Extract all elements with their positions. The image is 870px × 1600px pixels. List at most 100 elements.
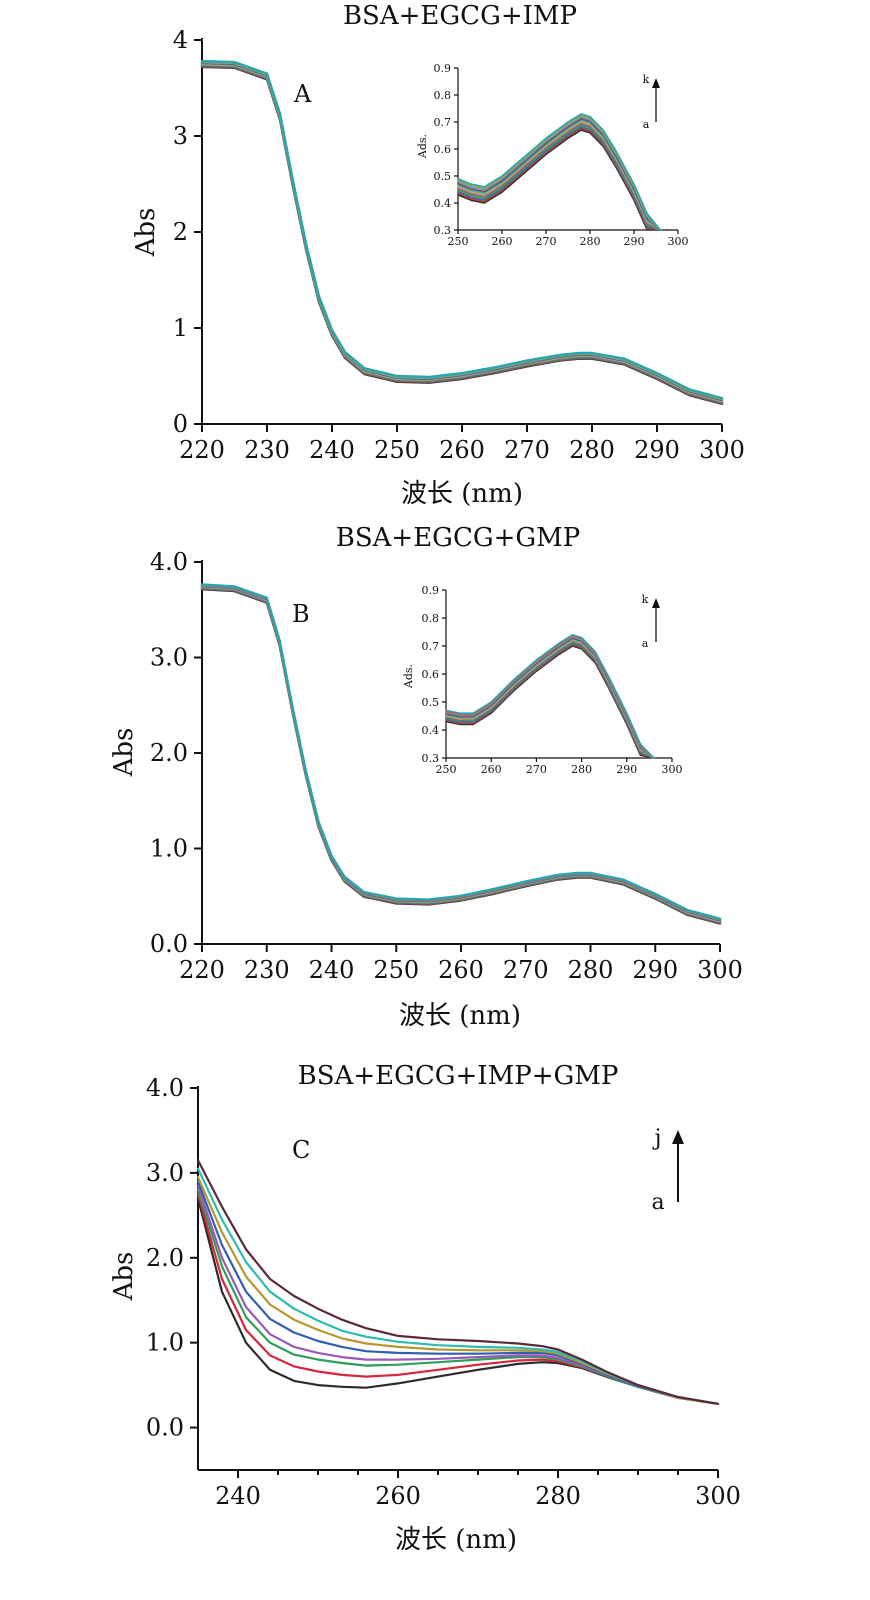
panel-c-series: [196, 1159, 720, 1405]
panel-b-series: [200, 583, 722, 925]
panel-b-inset-x-tick-label: 290: [616, 763, 637, 776]
panel-a-inset-y-tick-label: 0.5: [434, 170, 452, 183]
panel-b-y-tick-label: 3.0: [150, 644, 188, 672]
panel-a-inset-x-tick-label: 290: [624, 235, 645, 248]
panel-b-label: B: [292, 600, 310, 628]
panel-b-inset-series: [445, 634, 655, 759]
panel-b-x-tick-label: 230: [244, 956, 290, 984]
panel-b-inset-y-tick-label: 0.4: [422, 724, 440, 737]
panel-a-inset-y-tick-label: 0.6: [434, 143, 452, 156]
panel-b-y-tick-label: 0.0: [150, 930, 188, 958]
panel-a-inset-series-line: [457, 118, 662, 231]
panel-a-inset-series: [457, 113, 662, 231]
panel-c-series-line: [196, 1197, 720, 1405]
panel-b-x-tick-label: 250: [373, 956, 419, 984]
panel-a-label: A: [293, 80, 312, 108]
panel-a-inset-x-tick-label: 270: [536, 235, 557, 248]
panel-a-x-tick-label: 240: [309, 436, 355, 464]
panel-a-y-tick-label: 2: [173, 218, 188, 246]
panel-a-inset: 250 260 270 280 290 3000.30.40.50.60.70.80.9 …: [416, 62, 689, 248]
panel-a-y-tick-label: 3: [173, 122, 188, 150]
panel-b-inset-x-tick-label: 300: [662, 763, 683, 776]
panel-a-series: [200, 59, 724, 405]
panel-a-inset-ylabel: Ads.: [416, 134, 429, 159]
panel-a-x-tick-label: 280: [569, 436, 615, 464]
panel-a-ylabel: Abs: [131, 208, 161, 258]
panel-a-x-tick-label: 290: [634, 436, 680, 464]
panel-a-inset-y-tick-label: 0.8: [434, 89, 452, 102]
panel-a-x-tick-label: 230: [244, 436, 290, 464]
panel-a-inset-arrow-bottom-label: a: [643, 118, 650, 131]
panel-c-ylabel: Abs: [109, 1252, 139, 1302]
panel-a-inset-x-tick-label: 300: [668, 235, 689, 248]
panel-c-series-line: [196, 1167, 720, 1405]
panel-b-inset-y-tick-label: 0.6: [422, 668, 440, 681]
panel-b-inset-arrow-top-label: k: [642, 593, 649, 606]
panel-b-inset-y-tick-label: 0.9: [422, 584, 440, 597]
panel-b-inset-y-tick-label: 0.8: [422, 612, 440, 625]
panel-c-series-line: [196, 1176, 720, 1405]
panel-c-y-tick-label: 0.0: [146, 1414, 184, 1442]
panel-c-x-tick-label: 300: [695, 1482, 741, 1510]
panel-b-ylabel: Abs: [109, 728, 139, 778]
panel-c-series-line: [196, 1159, 720, 1405]
panel-a-x-tick-label: 270: [504, 436, 550, 464]
panel-b-x-tick-label: 280: [568, 956, 614, 984]
panel-a-x-tick-label: 260: [439, 436, 485, 464]
panel-c: BSA+EGCG+IMP+GMP C 240 260 280 300 0.0 1.0 2.0…: [109, 1061, 741, 1555]
panel-c-series-line: [196, 1180, 720, 1405]
panel-a-inset-arrowhead: [652, 78, 660, 88]
panel-a: BSA+EGCG+IMP A 220 230 240 250 260 270 280 290 3…: [131, 1, 745, 509]
panel-a-inset-y-tick-label: 0.4: [434, 197, 452, 210]
panel-b-x-tick-label: 240: [309, 956, 355, 984]
panel-b-x-tick-label: 300: [697, 956, 743, 984]
panel-a-axes: 220 230 240 250 260 270 280 290 300 0 1 2 3 4: [173, 26, 745, 464]
panel-a-inset-x-tick-label: 280: [580, 235, 601, 248]
panel-c-y-tick-label: 4.0: [146, 1074, 184, 1102]
panel-a-inset-y-tick-label: 0.9: [434, 62, 452, 75]
panel-a-title: BSA+EGCG+IMP: [343, 1, 577, 31]
panel-b-x-tick-label: 290: [632, 956, 678, 984]
panel-b-inset-ylabel: Ads.: [402, 664, 415, 689]
panel-b-series-line: [200, 583, 722, 920]
panel-c-arrowhead: [672, 1130, 684, 1144]
panel-b-inset-arrow-bottom-label: a: [642, 637, 649, 650]
panel-a-inset-x-tick-label: 250: [448, 235, 469, 248]
panel-c-y-tick-label: 2.0: [146, 1244, 184, 1272]
panel-a-inset-axes: 250 260 270 280 290 300 0.3 0.4 0.5 0.6 0.7 0.8 0.9: [434, 62, 689, 248]
panel-c-y-tick-label: 1.0: [146, 1329, 184, 1357]
panel-b-x-tick-label: 220: [179, 956, 225, 984]
panel-c-arrow-top-label: j: [652, 1126, 662, 1151]
panel-b-inset-axes: 250 260 270 280 290 300 0.3 0.4 0.5 0.6 0.7 0.8 0.9: [422, 584, 683, 776]
panel-b-y-tick-label: 1.0: [150, 835, 188, 863]
panel-b-inset-series-line: [445, 645, 655, 759]
panel-b: BSA+EGCG+GMP B 220 230 240 250 260 270 280 290 3…: [109, 523, 743, 1031]
panel-c-xlabel: 波长 (nm): [395, 1525, 517, 1555]
panel-c-label: C: [292, 1136, 310, 1164]
panel-b-inset-x-tick-label: 270: [526, 763, 547, 776]
panel-b-inset-y-tick-label: 0.3: [422, 752, 440, 765]
panel-a-inset-y-tick-label: 0.7: [434, 116, 452, 129]
panel-b-inset-y-tick-label: 0.7: [422, 640, 440, 653]
panel-b-y-tick-label: 4.0: [150, 548, 188, 576]
panel-c-x-tick-label: 260: [375, 1482, 421, 1510]
panel-b-xlabel: 波长 (nm): [399, 1001, 521, 1031]
panel-b-inset-x-tick-label: 260: [481, 763, 502, 776]
panel-a-x-tick-label: 220: [179, 436, 225, 464]
panel-a-inset-series-line: [457, 126, 662, 231]
panel-c-x-tick-label: 240: [215, 1482, 261, 1510]
panel-c-arrow-bottom-label: a: [651, 1190, 664, 1215]
panel-b-inset-arrowhead: [652, 598, 660, 608]
panel-c-y-tick-label: 3.0: [146, 1159, 184, 1187]
panel-c-axes: 240 260 280 300 0.0 1.0 2.0 3.0 4.0: [146, 1074, 741, 1510]
panel-a-y-tick-label: 4: [173, 26, 188, 54]
panel-b-inset-x-tick-label: 280: [571, 763, 592, 776]
panel-a-x-tick-label: 250: [374, 436, 420, 464]
panel-b-inset-x-tick-label: 250: [436, 763, 457, 776]
panel-a-y-tick-label: 0: [173, 410, 188, 438]
panel-c-x-tick-label: 280: [535, 1482, 581, 1510]
panel-b-axes: 220 230 240 250 260 270 280 290 300 0.0 1.0 2.0 3.0 4…: [150, 548, 743, 984]
panel-b-inset-series-line: [445, 634, 655, 759]
panel-c-title: BSA+EGCG+IMP+GMP: [298, 1061, 619, 1091]
